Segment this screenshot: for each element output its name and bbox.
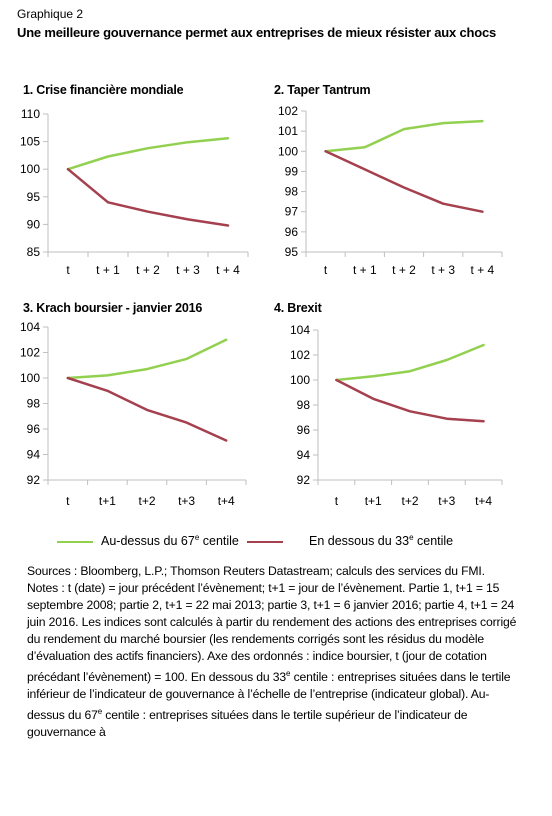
panel-1-title: 1. Crise financière mondiale [23, 83, 184, 97]
y-tick-label-3: 98 [27, 397, 41, 411]
y-tick-label-1: 95 [27, 190, 41, 204]
notes-section: Sources : Bloomberg, L.P.; Thomson Reute… [27, 563, 517, 741]
y-tick-label-4: 92 [297, 473, 311, 487]
chart-panel-4: 92 94 96 98 100 102 104 t t+1 t+2 t+3 t+4 [290, 323, 503, 508]
series-above-line-3 [66, 338, 228, 380]
y-tick-label-4: 94 [297, 448, 311, 462]
chart-panel-2: 95 96 97 98 99 100 101 102 t t + 1 t + 2 t + 3 t + 4 [278, 104, 503, 277]
x-tick-label-3: t+4 [218, 494, 235, 508]
series-below-line-2 [324, 150, 484, 213]
figure-label: Graphique 2 [17, 7, 84, 21]
y-tick-label-2: 95 [285, 245, 299, 259]
y-tick-label-2: 102 [278, 104, 298, 118]
y-tick-label-3: 104 [20, 320, 40, 334]
x-tick-label-4: t+2 [401, 494, 418, 508]
y-tick-label-3: 100 [20, 371, 40, 385]
y-tick-label-2: 98 [285, 185, 299, 199]
figure-title: Une meilleure gouvernance permet aux ent… [17, 25, 497, 40]
y-tick-label-1: 110 [21, 107, 40, 121]
notes-text: Notes : t (date) = jour précédent l’évèn… [27, 581, 517, 740]
x-tick-label-2: t [324, 263, 328, 277]
x-tick-label-2: t + 1 [353, 263, 377, 277]
legend-label-below: En dessous du 33e centile [309, 533, 454, 549]
x-tick-label-2: t + 4 [471, 263, 495, 277]
legend-swatch-above [57, 541, 93, 543]
series-above-line-4 [335, 343, 485, 382]
y-tick-label-2: 100 [278, 144, 298, 158]
y-tick-label-1: 100 [20, 162, 40, 176]
y-tick-label-3: 96 [27, 422, 41, 436]
y-tick-label-4: 102 [290, 348, 310, 362]
y-tick-label-4: 98 [297, 398, 311, 412]
y-tick-label-2: 99 [285, 164, 299, 178]
x-tick-label-1: t + 1 [96, 263, 120, 277]
chart-panel-1: 85 90 95 100 105 110 t t + 1 t + 2 t + 3 t + 4 [20, 107, 249, 277]
y-tick-label-3: 102 [20, 346, 40, 360]
y-tick-label-4: 104 [290, 323, 310, 337]
sources-text: Sources : Bloomberg, L.P.; Thomson Reute… [27, 564, 485, 578]
panel-3-title: 3. Krach boursier - janvier 2016 [23, 301, 203, 315]
y-tick-label-1: 90 [27, 217, 41, 231]
x-tick-label-4: t+4 [475, 494, 492, 508]
series-above-line-1 [66, 137, 230, 171]
y-tick-label-3: 92 [27, 473, 41, 487]
legend: Au-dessus du 67e centile En dessous du 3… [0, 533, 552, 553]
x-tick-label-2: t + 3 [431, 263, 455, 277]
series-below-line-1 [66, 167, 230, 227]
panel-4-title: 4. Brexit [274, 301, 322, 315]
series-above-line-2 [324, 119, 484, 153]
x-tick-label-3: t+3 [178, 494, 195, 508]
x-tick-label-4: t+3 [438, 494, 455, 508]
x-tick-label-3: t+1 [99, 494, 116, 508]
chart-panel-3: 92 94 96 98 100 102 104 t t+1 t+2 t+3 t+4 [20, 320, 247, 508]
x-tick-label-1: t + 4 [216, 263, 240, 277]
y-tick-label-1: 105 [20, 135, 40, 149]
y-tick-label-4: 100 [290, 373, 310, 387]
x-tick-label-3: t [66, 494, 70, 508]
series-below-line-4 [335, 378, 485, 423]
x-tick-label-2: t + 2 [392, 263, 416, 277]
legend-swatch-below [247, 541, 283, 543]
x-tick-label-1: t + 2 [136, 263, 160, 277]
x-tick-label-1: t [66, 263, 70, 277]
x-tick-label-4: t [335, 494, 339, 508]
x-tick-label-3: t+2 [138, 494, 155, 508]
series-below-line-3 [66, 376, 228, 442]
y-tick-label-1: 85 [27, 245, 41, 259]
x-tick-label-4: t+1 [365, 494, 382, 508]
y-tick-label-4: 96 [297, 423, 311, 437]
panel-2-title: 2. Taper Tantrum [274, 83, 371, 97]
y-tick-label-2: 101 [278, 124, 298, 138]
x-tick-label-1: t + 3 [176, 263, 200, 277]
legend-label-above: Au-dessus du 67e centile [101, 533, 239, 549]
y-tick-label-3: 94 [27, 448, 41, 462]
y-tick-label-2: 97 [285, 205, 299, 219]
y-tick-label-2: 96 [285, 225, 299, 239]
